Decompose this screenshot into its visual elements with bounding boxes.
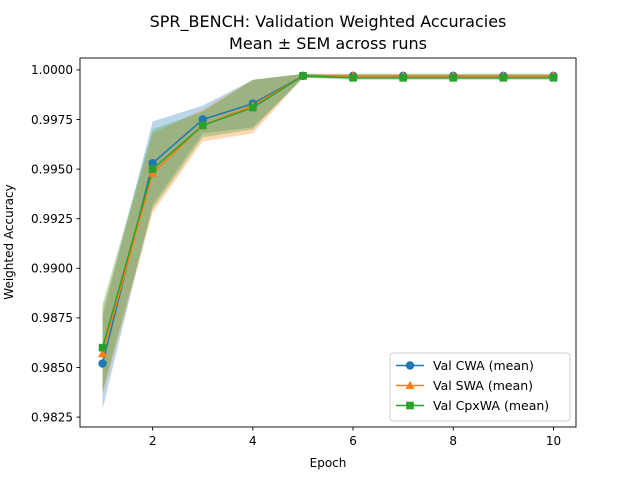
- y-tick-label: 0.9900: [31, 262, 73, 276]
- data-point-series-3: [148, 165, 157, 173]
- x-axis-label: Epoch: [310, 456, 347, 470]
- legend: Val CWA (mean) Val SWA (mean) Val CpxWA (m…: [389, 352, 571, 422]
- y-tick-label: 0.9950: [31, 162, 73, 176]
- legend-label-1: Val CWA (mean): [433, 358, 534, 373]
- data-point-series-3: [98, 343, 107, 352]
- data-point-series-1: [148, 158, 157, 168]
- series-line-3: [101, 75, 554, 348]
- legend-label-2: Val SWA (mean): [433, 378, 533, 393]
- data-point-series-3: [549, 74, 558, 82]
- data-point-series-3: [349, 74, 357, 82]
- legend-label-3: Val CpxWA (mean): [433, 398, 549, 413]
- x-tick-label: 2: [149, 434, 157, 448]
- legend-box: [389, 352, 571, 422]
- data-point-series-2: [97, 348, 108, 358]
- series-lines: [101, 75, 554, 364]
- data-point-series-3: [299, 72, 307, 80]
- y-tick-label: 0.9825: [31, 410, 73, 424]
- legend-marker-3: [406, 401, 414, 410]
- x-tick-label: 6: [349, 434, 357, 448]
- series-line-2: [101, 75, 554, 354]
- data-point-series-1: [198, 115, 207, 124]
- y-tick-label: 1.0000: [31, 63, 73, 77]
- y-tick-label: 0.9975: [31, 113, 73, 127]
- y-axis-label: Weighted Accuracy: [2, 184, 16, 299]
- data-point-series-3: [198, 121, 207, 130]
- legend-marker-1: [405, 361, 415, 370]
- legend-marker-2: [405, 380, 415, 390]
- data-point-series-1: [98, 359, 107, 368]
- x-tick-label: 4: [249, 434, 257, 448]
- chart-subtitle: Mean ± SEM across runs: [229, 34, 427, 53]
- data-point-series-3: [249, 103, 257, 112]
- x-tick-label: 10: [546, 434, 561, 448]
- series-markers: [97, 71, 559, 368]
- y-axis: 0.9825 0.9850 0.9875 0.9900 0.9925 0.9950 0.99…: [31, 63, 80, 424]
- data-point-series-3: [399, 74, 407, 82]
- plot-frame: [79, 57, 577, 428]
- x-axis: 2 4 6 8 10: [149, 427, 561, 448]
- data-point-series-3: [499, 74, 508, 82]
- y-tick-label: 0.9925: [31, 212, 73, 226]
- chart-title: SPR_BENCH: Validation Weighted Accuracie…: [150, 12, 507, 32]
- y-tick-label: 0.9850: [31, 361, 73, 375]
- y-tick-label: 0.9875: [31, 311, 73, 325]
- x-tick-label: 8: [449, 434, 457, 448]
- data-point-series-3: [449, 74, 458, 82]
